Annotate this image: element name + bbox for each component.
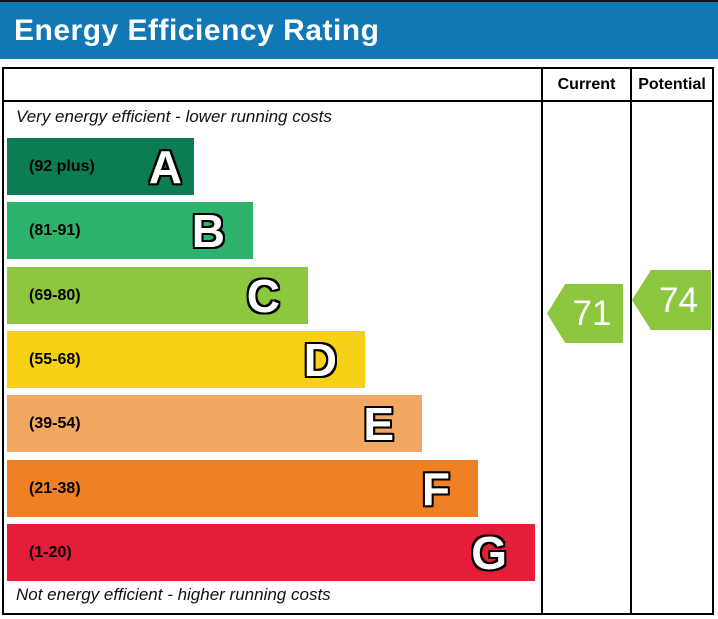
band-b: (81-91) B <box>7 202 253 259</box>
current-rating-value: 71 <box>572 294 612 333</box>
band-c-range: (69-80) <box>29 286 81 304</box>
band-d-letter: D <box>303 333 337 386</box>
band-f-range: (21-38) <box>29 479 81 497</box>
band-e-letter: E <box>363 397 394 450</box>
band-c-letter: C <box>246 269 280 322</box>
band-a-range: (92 plus) <box>29 157 95 175</box>
rating-table: Current Potential Very energy efficient … <box>2 67 714 615</box>
potential-column-divider <box>630 69 632 613</box>
current-rating-arrow: 71 <box>547 284 623 343</box>
band-g: (1-20) G <box>7 524 535 581</box>
band-g-letter: G <box>471 526 507 579</box>
band-b-letter: B <box>191 204 225 257</box>
band-f: (21-38) F <box>7 460 478 517</box>
band-a: (92 plus) A <box>7 138 194 195</box>
band-d-range: (55-68) <box>29 350 81 368</box>
band-d: (55-68) D <box>7 331 365 388</box>
bottom-note: Not energy efficient - higher running co… <box>16 585 331 604</box>
potential-rating-value: 74 <box>659 280 698 320</box>
band-c: (69-80) C <box>7 267 308 324</box>
potential-column-header: Potential <box>638 75 706 93</box>
band-a-letter: A <box>148 140 182 193</box>
page-title: Energy Efficiency Rating <box>14 13 380 47</box>
band-g-range: (1-20) <box>29 543 72 561</box>
band-e-range: (39-54) <box>29 414 81 432</box>
band-e: (39-54) E <box>7 395 422 452</box>
current-column-divider <box>541 69 543 613</box>
header-row-divider <box>4 100 712 102</box>
potential-rating-arrow: 74 <box>632 270 711 330</box>
title-bar: Energy Efficiency Rating <box>0 0 718 59</box>
top-note: Very energy efficient - lower running co… <box>16 107 332 126</box>
band-b-range: (81-91) <box>29 221 81 239</box>
band-f-letter: F <box>421 462 450 515</box>
current-column-header: Current <box>557 75 616 93</box>
